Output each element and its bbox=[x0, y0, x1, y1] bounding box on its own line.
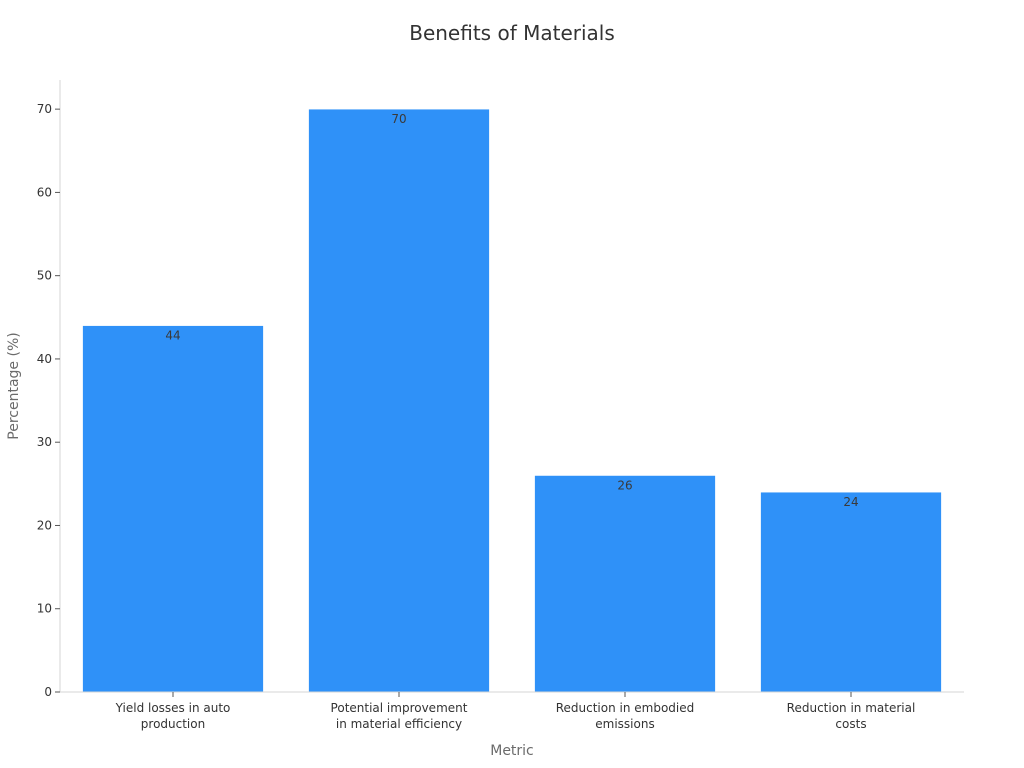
data-labels-layer: 44 70 26 24 bbox=[165, 112, 858, 509]
x-tick-label: Reduction in embodied emissions bbox=[556, 701, 695, 731]
x-tick-label: Reduction in material costs bbox=[787, 701, 916, 731]
y-tick-label: 70 bbox=[37, 102, 52, 116]
x-axis: Yield losses in auto production Potential … bbox=[60, 691, 964, 731]
data-label: 24 bbox=[843, 495, 858, 509]
x-tick-label: Yield losses in auto production bbox=[115, 701, 231, 731]
y-tick-label: 0 bbox=[44, 685, 52, 699]
y-tick-label: 40 bbox=[37, 352, 52, 366]
data-label: 44 bbox=[165, 329, 180, 343]
chart-title: Benefits of Materials bbox=[409, 21, 615, 45]
x-axis-title: Metric bbox=[490, 743, 534, 759]
y-tick-label: 30 bbox=[37, 435, 52, 449]
data-label: 26 bbox=[617, 479, 632, 493]
y-tick-label: 50 bbox=[37, 269, 52, 283]
bar bbox=[82, 325, 264, 693]
bar bbox=[760, 491, 942, 693]
bars-layer bbox=[82, 108, 942, 693]
bar bbox=[308, 108, 490, 693]
x-tick-label: Potential improvement in material efficie… bbox=[331, 701, 468, 731]
y-axis-title: Percentage (%) bbox=[6, 332, 22, 439]
data-label: 70 bbox=[391, 112, 406, 126]
bar bbox=[534, 475, 716, 693]
y-tick-label: 10 bbox=[37, 602, 52, 616]
y-tick-label: 60 bbox=[37, 185, 52, 199]
y-tick-label: 20 bbox=[37, 518, 52, 532]
y-axis: 0 10 20 30 40 50 60 70 bbox=[37, 80, 61, 699]
